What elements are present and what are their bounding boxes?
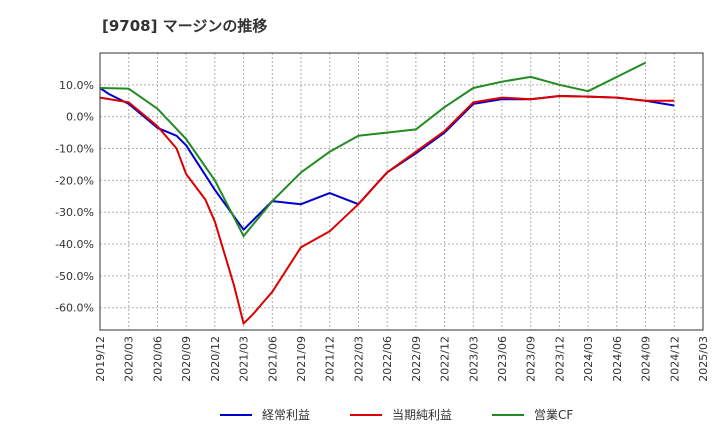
x-tick-label: 2022/09 <box>410 336 423 382</box>
series-line <box>99 95 675 325</box>
x-tick-label: 2022/12 <box>439 336 452 382</box>
x-tick-label: 2023/09 <box>525 336 538 382</box>
x-tick-label: 2019/12 <box>94 336 107 382</box>
x-axis-ticks: 2019/12 2020/03 2020/06 2020/09 2020/12 2021/… <box>94 336 710 382</box>
y-tick-label: 0.0% <box>66 111 94 124</box>
series-lines <box>99 61 675 325</box>
x-tick-label: 2024/06 <box>611 336 624 382</box>
legend-label: 経常利益 <box>262 408 310 422</box>
x-tick-label: 2022/06 <box>381 336 394 382</box>
grid-lines <box>99 53 704 330</box>
x-tick-label: 2023/06 <box>496 336 509 382</box>
y-axis-ticks: 10.0% 0.0% -10.0% -20.0% -30.0% -40.0% -50.0% -… <box>55 79 94 315</box>
series-line <box>99 61 647 238</box>
legend: 経常利益 当期純利益 営業CF <box>220 408 573 422</box>
x-tick-label: 2023/12 <box>553 336 566 382</box>
y-tick-label: 10.0% <box>59 79 94 92</box>
x-tick-label: 2020/06 <box>151 336 164 382</box>
x-tick-label: 2025/03 <box>697 336 710 382</box>
x-tick-label: 2021/06 <box>266 336 279 382</box>
legend-label: 当期純利益 <box>392 408 452 422</box>
x-tick-label: 2020/03 <box>123 336 136 382</box>
x-tick-label: 2022/03 <box>352 336 365 382</box>
x-tick-label: 2021/09 <box>295 336 308 382</box>
y-tick-label: -60.0% <box>55 302 94 315</box>
x-tick-label: 2024/03 <box>582 336 595 382</box>
chart-title: [9708] マージンの推移 <box>102 17 267 35</box>
x-tick-label: 2023/03 <box>467 336 480 382</box>
x-tick-label: 2021/03 <box>238 336 251 382</box>
legend-label: 営業CF <box>534 408 573 422</box>
x-tick-label: 2024/12 <box>668 336 681 382</box>
x-tick-label: 2020/12 <box>209 336 222 382</box>
y-tick-label: -30.0% <box>55 206 94 219</box>
x-tick-label: 2020/09 <box>180 336 193 382</box>
y-tick-label: -40.0% <box>55 238 94 251</box>
y-tick-label: -10.0% <box>55 143 94 156</box>
x-tick-label: 2021/12 <box>324 336 337 382</box>
y-tick-label: -50.0% <box>55 270 94 283</box>
y-tick-label: -20.0% <box>55 174 94 187</box>
plot-frame <box>99 52 704 331</box>
x-tick-label: 2024/09 <box>640 336 653 382</box>
